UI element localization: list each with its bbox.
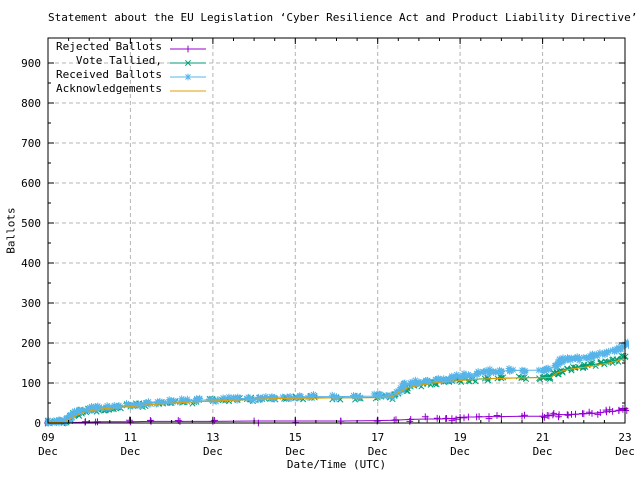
x-tick-label-month: Dec	[285, 445, 305, 458]
x-tick-label-day: 13	[206, 431, 219, 444]
x-axis-title: Date/Time (UTC)	[286, 458, 387, 471]
x-tick-label-month: Dec	[533, 445, 553, 458]
legend-sample-acknowledgements	[167, 82, 209, 94]
legend-sample-rejected-ballots	[167, 40, 209, 53]
series-acknowledgements	[47, 358, 626, 424]
series-markers	[44, 352, 629, 427]
x-tick-label-month: Dec	[203, 445, 223, 458]
y-tick-label: 500	[21, 217, 41, 230]
plot-border	[47, 37, 626, 424]
x-tick-label-day: 09	[41, 431, 54, 444]
x-tick-label-month: Dec	[38, 445, 58, 458]
legend-line-sample	[170, 73, 206, 81]
legend-item-rejected-ballots: Rejected Ballots	[50, 39, 209, 53]
chart-title: Statement about the EU Legislation ‘Cybe…	[48, 11, 638, 24]
y-tick-label: 300	[21, 297, 41, 310]
tick-labels: 010020030040050060070080090009Dec11Dec13…	[21, 57, 635, 458]
series-line	[47, 358, 626, 424]
grid	[48, 38, 625, 423]
series-vote-tallied	[44, 352, 629, 427]
axis-ticks	[47, 38, 626, 424]
legend: Rejected Ballots Vote Tallied, Received …	[50, 39, 209, 95]
y-axis-title: Ballots	[4, 207, 18, 254]
legend-sample-received-ballots	[167, 68, 209, 81]
x-tick-label-month: Dec	[615, 445, 635, 458]
legend-sample-vote-tallied	[167, 54, 209, 67]
legend-label: Vote Tallied,	[75, 53, 162, 67]
y-tick-label: 800	[21, 97, 41, 110]
legend-line-sample	[170, 59, 206, 67]
x-tick-label-month: Dec	[120, 445, 140, 458]
x-tick-label-day: 15	[289, 431, 302, 444]
x-tick-label-month: Dec	[368, 445, 388, 458]
x-tick-label-day: 19	[453, 431, 466, 444]
legend-item-received-ballots: Received Ballots	[50, 67, 209, 81]
legend-label: Acknowledgements	[56, 81, 162, 95]
x-tick-label-day: 17	[371, 431, 384, 444]
x-tick-label-day: 23	[618, 431, 631, 444]
x-tick-label-month: Dec	[450, 445, 470, 458]
y-tick-label: 100	[21, 377, 41, 390]
y-tick-label: 400	[21, 257, 41, 270]
legend-label: Received Ballots	[56, 67, 162, 81]
legend-label: Rejected Ballots	[56, 39, 162, 53]
y-tick-label: 700	[21, 137, 41, 150]
legend-item-vote-tallied: Vote Tallied,	[50, 53, 209, 67]
legend-line-sample	[170, 45, 206, 53]
legend-line-sample	[170, 90, 206, 92]
x-tick-label-day: 11	[124, 431, 137, 444]
legend-item-acknowledgements: Acknowledgements	[50, 81, 209, 95]
x-tick-label-day: 21	[536, 431, 549, 444]
y-tick-label: 200	[21, 337, 41, 350]
y-tick-label: 0	[34, 417, 41, 430]
y-tick-label: 900	[21, 57, 41, 70]
y-tick-label: 600	[21, 177, 41, 190]
